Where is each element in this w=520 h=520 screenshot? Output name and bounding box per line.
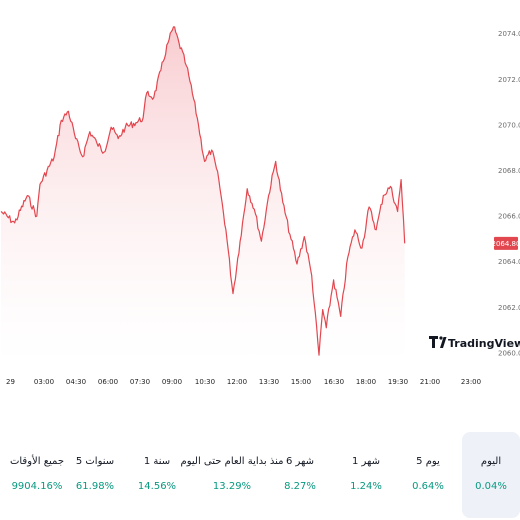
last-price-label: 2064.80 bbox=[492, 236, 520, 250]
x-axis-tick-label: 03:00 bbox=[34, 378, 54, 386]
period-change-value: 1.24% bbox=[350, 481, 382, 492]
period-label: 5 يوم bbox=[416, 456, 440, 467]
period-tab[interactable]: 5 سنوات 61.98% bbox=[66, 432, 124, 518]
tradingview-logo-text: TradingView bbox=[448, 337, 520, 350]
period-change-value: 13.29% bbox=[212, 481, 252, 492]
period-tab[interactable]: 5 يوم 0.64% bbox=[399, 432, 457, 518]
x-axis-tick-label: 10:30 bbox=[195, 378, 215, 386]
chart-svg[interactable]: 2074.00 2072.00 2070.00 2068.00 2066.00 2064.… bbox=[0, 0, 520, 400]
y-axis-tick-label: 2066.00 bbox=[498, 213, 520, 221]
period-change-value: 0.04% bbox=[475, 481, 507, 492]
period-label: 1 سنة bbox=[143, 456, 171, 467]
period-label: 5 سنوات bbox=[75, 456, 115, 467]
y-axis-tick-label: 2064.00 bbox=[498, 258, 520, 266]
period-tab[interactable]: منذ بداية العام حتى اليوم 13.29% bbox=[181, 432, 284, 518]
x-axis-tick-label: 09:00 bbox=[162, 378, 182, 386]
period-change-value: 8.27% bbox=[284, 481, 316, 492]
x-axis-tick-label: 12:00 bbox=[227, 378, 247, 386]
period-change-value: 0.64% bbox=[412, 481, 444, 492]
x-axis-tick-label: 19:30 bbox=[388, 378, 408, 386]
period-label: اليوم bbox=[480, 456, 502, 467]
y-axis-tick-label: 2068.00 bbox=[498, 167, 520, 175]
tradingview-logo[interactable]: TradingView bbox=[429, 336, 520, 350]
period-tab[interactable]: 1 شهر 1.24% bbox=[337, 432, 395, 518]
x-axis-tick-label: 23:00 bbox=[461, 378, 481, 386]
x-axis-tick-label: 13:30 bbox=[259, 378, 279, 386]
period-tab[interactable]: 6 شهر 8.27% bbox=[271, 432, 329, 518]
period-label: 6 شهر bbox=[285, 456, 315, 467]
tradingview-logo-icon bbox=[429, 336, 447, 348]
performance-periods: جميع الأوقات 9904.16% 5 سنوات 61.98% 1 سنة 14… bbox=[0, 432, 520, 520]
period-tab[interactable]: 1 سنة 14.56% bbox=[128, 432, 186, 518]
x-axis-tick-label: 16:30 bbox=[324, 378, 344, 386]
x-axis-tick-label: 29 bbox=[6, 378, 15, 386]
y-axis-tick-label: 2060.00 bbox=[498, 349, 520, 357]
y-axis-tick-label: 2072.00 bbox=[498, 76, 520, 84]
period-change-value: 61.98% bbox=[75, 481, 115, 492]
y-axis-tick-label: 2070.00 bbox=[498, 121, 520, 129]
period-label: 1 شهر bbox=[351, 456, 381, 467]
period-tab[interactable]: اليوم 0.04% bbox=[462, 432, 520, 518]
period-change-value: 14.56% bbox=[137, 481, 177, 492]
x-axis-tick-label: 06:00 bbox=[98, 378, 118, 386]
last-price-value: 2064.80 bbox=[492, 240, 520, 248]
y-axis-tick-label: 2074.00 bbox=[498, 30, 520, 38]
period-label: جميع الأوقات bbox=[9, 456, 65, 467]
y-axis-tick-label: 2062.00 bbox=[498, 304, 520, 312]
x-axis-tick-label: 07:30 bbox=[130, 378, 150, 386]
x-axis-tick-label: 21:00 bbox=[420, 378, 440, 386]
x-axis-tick-label: 04:30 bbox=[66, 378, 86, 386]
last-price-label-bg bbox=[494, 236, 518, 250]
period-change-value: 9904.16% bbox=[11, 481, 63, 492]
period-label: منذ بداية العام حتى اليوم bbox=[180, 456, 284, 467]
price-chart[interactable]: 2074.00 2072.00 2070.00 2068.00 2066.00 2064.… bbox=[0, 0, 520, 400]
period-tab[interactable]: جميع الأوقات 9904.16% bbox=[8, 432, 66, 518]
price-area-fill bbox=[1, 26, 405, 363]
x-axis-tick-label: 15:00 bbox=[291, 378, 311, 386]
price-series-line bbox=[0, 26, 406, 356]
x-axis-tick-label: 18:00 bbox=[356, 378, 376, 386]
